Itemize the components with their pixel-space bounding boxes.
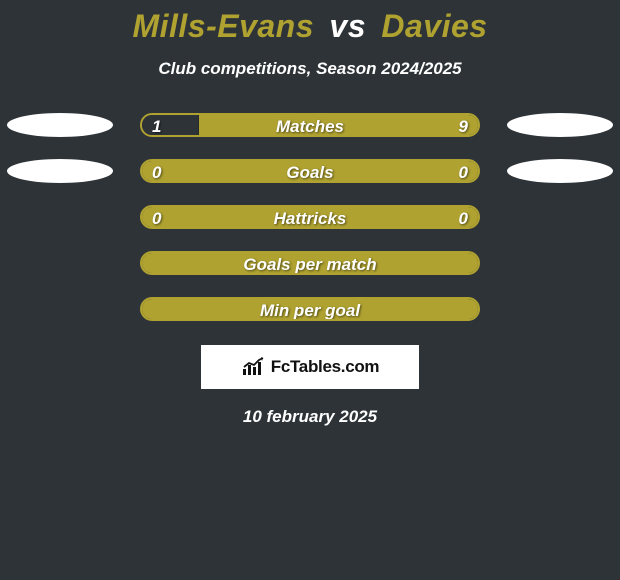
stat-label: Goals per match — [142, 253, 478, 275]
stats-rows: Matches19Goals00Hattricks00Goals per mat… — [0, 113, 620, 321]
stat-value-left: 0 — [152, 161, 161, 183]
stat-label: Goals — [142, 161, 478, 183]
stat-label: Hattricks — [142, 207, 478, 229]
stat-row: Goals0 0 — [0, 159, 620, 183]
player1-name: Mills-Evans — [132, 8, 314, 44]
stat-label: Min per goal — [142, 299, 478, 321]
vs-text: vs — [329, 8, 366, 44]
stat-bar: Goals per match — [140, 251, 480, 275]
stat-value-left: 0 — [152, 207, 161, 229]
stat-bar: Hattricks0 0 — [140, 205, 480, 229]
stat-row: Matches1 9 — [0, 113, 620, 137]
stat-label: Matches — [142, 115, 478, 137]
source-badge: FcTables.com — [201, 345, 419, 389]
comparison-card: Mills-Evans vs Davies Club competitions,… — [0, 0, 620, 427]
stat-value-right: 0 — [459, 161, 468, 183]
date: 10 february 2025 — [0, 407, 620, 427]
stat-row: Goals per match — [0, 251, 620, 275]
subtitle: Club competitions, Season 2024/2025 — [0, 59, 620, 79]
stat-value-left: 1 — [152, 115, 161, 137]
stat-value-right: 9 — [459, 115, 468, 137]
stat-row: Min per goal — [0, 297, 620, 321]
stat-row: Hattricks0 0 — [0, 205, 620, 229]
page-title: Mills-Evans vs Davies — [0, 8, 620, 45]
stat-value-right: 0 — [459, 207, 468, 229]
player2-marker — [507, 113, 613, 137]
player1-marker — [7, 159, 113, 183]
player2-name: Davies — [381, 8, 487, 44]
stat-bar: Matches1 9 — [140, 113, 480, 137]
stat-bar: Goals0 0 — [140, 159, 480, 183]
stat-bar: Min per goal — [140, 297, 480, 321]
chart-icon — [241, 357, 267, 377]
player1-marker — [7, 113, 113, 137]
player2-marker — [507, 159, 613, 183]
source-badge-text: FcTables.com — [271, 357, 380, 377]
